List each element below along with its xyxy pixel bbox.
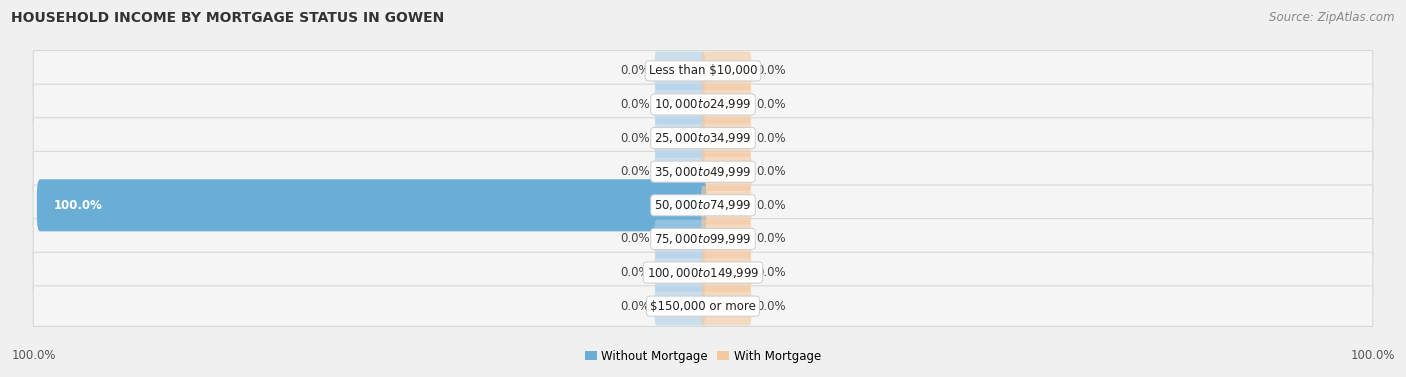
FancyBboxPatch shape [34,252,1372,293]
FancyBboxPatch shape [655,287,704,325]
FancyBboxPatch shape [655,119,704,158]
FancyBboxPatch shape [655,85,704,124]
Text: 0.0%: 0.0% [756,232,786,245]
FancyBboxPatch shape [702,253,751,292]
Text: 0.0%: 0.0% [756,199,786,212]
Text: HOUSEHOLD INCOME BY MORTGAGE STATUS IN GOWEN: HOUSEHOLD INCOME BY MORTGAGE STATUS IN G… [11,11,444,25]
FancyBboxPatch shape [702,186,751,225]
Text: 100.0%: 100.0% [11,349,56,362]
FancyBboxPatch shape [702,119,751,158]
Text: 0.0%: 0.0% [756,165,786,178]
Text: $35,000 to $49,999: $35,000 to $49,999 [654,165,752,179]
Text: 0.0%: 0.0% [756,98,786,111]
FancyBboxPatch shape [34,151,1372,192]
FancyBboxPatch shape [655,253,704,292]
Text: $25,000 to $34,999: $25,000 to $34,999 [654,131,752,145]
Text: 0.0%: 0.0% [620,98,650,111]
FancyBboxPatch shape [34,219,1372,259]
FancyBboxPatch shape [655,52,704,90]
Text: 0.0%: 0.0% [620,300,650,313]
FancyBboxPatch shape [702,85,751,124]
Text: $10,000 to $24,999: $10,000 to $24,999 [654,98,752,112]
FancyBboxPatch shape [34,286,1372,326]
Text: 0.0%: 0.0% [756,64,786,77]
Text: 0.0%: 0.0% [756,132,786,145]
FancyBboxPatch shape [37,179,706,231]
FancyBboxPatch shape [702,152,751,191]
Text: Less than $10,000: Less than $10,000 [648,64,758,77]
Text: 100.0%: 100.0% [53,199,103,212]
FancyBboxPatch shape [34,185,1372,226]
Text: 0.0%: 0.0% [620,64,650,77]
Text: $100,000 to $149,999: $100,000 to $149,999 [647,265,759,279]
Text: 0.0%: 0.0% [620,266,650,279]
Text: 0.0%: 0.0% [620,232,650,245]
FancyBboxPatch shape [702,52,751,90]
FancyBboxPatch shape [34,84,1372,125]
Text: 0.0%: 0.0% [756,300,786,313]
FancyBboxPatch shape [702,219,751,258]
FancyBboxPatch shape [702,287,751,325]
Text: 100.0%: 100.0% [1350,349,1395,362]
Text: 0.0%: 0.0% [620,165,650,178]
FancyBboxPatch shape [34,118,1372,158]
Text: 0.0%: 0.0% [620,132,650,145]
FancyBboxPatch shape [655,152,704,191]
Text: $150,000 or more: $150,000 or more [650,300,756,313]
FancyBboxPatch shape [34,51,1372,91]
Text: $75,000 to $99,999: $75,000 to $99,999 [654,232,752,246]
Text: Source: ZipAtlas.com: Source: ZipAtlas.com [1270,11,1395,24]
FancyBboxPatch shape [655,219,704,258]
Text: $50,000 to $74,999: $50,000 to $74,999 [654,198,752,212]
Legend: Without Mortgage, With Mortgage: Without Mortgage, With Mortgage [581,345,825,367]
Text: 0.0%: 0.0% [756,266,786,279]
